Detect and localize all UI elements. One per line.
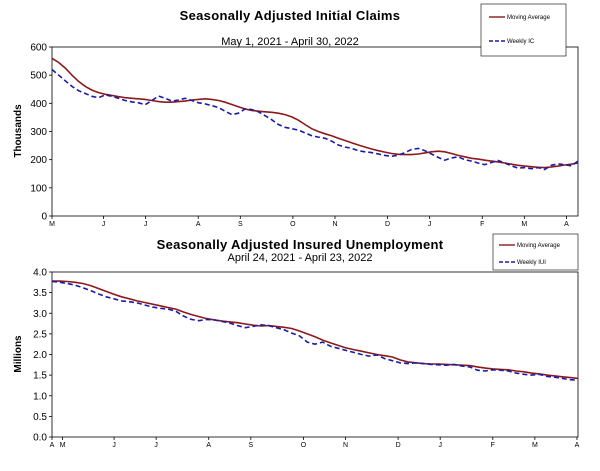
chart2-x-tick-label: O <box>301 442 307 449</box>
chart2-x-tick-label: D <box>396 442 401 449</box>
chart1-x-tick-label: S <box>238 221 243 228</box>
chart1-series-line-moving-average <box>51 57 579 169</box>
chart2-x-tick-label: F <box>491 442 495 449</box>
chart2-subtitle: April 24, 2021 - April 23, 2022 <box>227 252 373 264</box>
chart1-x-tick-label: J <box>144 221 148 228</box>
chart2-y-tick-label: 2.5 <box>33 329 47 340</box>
chart1-y-tick-label: 500 <box>30 71 47 82</box>
chart2-y-tick-label: 1.5 <box>33 371 47 382</box>
chart1-subtitle: May 1, 2021 - April 30, 2022 <box>221 36 359 48</box>
chart1-y-tick-label: 200 <box>30 155 47 166</box>
chart2-legend: Moving Average Weekly IUI <box>492 233 579 271</box>
chart1-y-tick-label: 100 <box>30 183 47 194</box>
chart2-legend-label-weekly: Weekly IUI <box>517 260 546 266</box>
chart2-x-tick-label: J <box>154 442 158 449</box>
chart2-x-tick-label: N <box>343 442 348 449</box>
chart2-y-ticks: 0.0 0.5 1.0 1.5 2.0 2.5 3.0 3.5 4.0 <box>33 268 52 444</box>
chart2-y-tick-label: 3.5 <box>33 288 47 299</box>
chart1-plot-frame <box>51 46 579 217</box>
chart2-x-tick-label: A <box>50 442 55 449</box>
chart1-y-ticks: 0 100 200 300 400 500 600 <box>30 43 52 223</box>
chart2-y-tick-label: 0.0 <box>33 433 47 444</box>
chart1-x-tick-label: J <box>102 221 106 228</box>
chart1-y-tick-label: 400 <box>30 99 47 110</box>
chart2-x-tick-label: A <box>206 442 211 449</box>
chart2-y-tick-label: 3.0 <box>33 309 47 320</box>
chart2-y-axis-label: Millions <box>13 335 24 373</box>
chart1-x-tick-label: O <box>290 221 296 228</box>
chart1-x-tick-label: N <box>332 221 337 228</box>
chart2-x-tick-label: J <box>438 442 442 449</box>
chart1-y-tick-label: 300 <box>30 127 47 138</box>
chart2-legend-label-moving-average: Moving Average <box>517 243 561 249</box>
chart2-series-line-moving-average <box>52 280 579 380</box>
chart1-series-line-weekly <box>51 68 579 171</box>
chart1-legend-label-moving-average: Moving Average <box>507 15 551 21</box>
chart2-y-tick-label: 1.0 <box>33 391 47 402</box>
chart2-series <box>51 280 579 381</box>
chart2-x-tick-label: M <box>60 442 66 449</box>
chart2-title: Seasonally Adjusted Insured Unemployment <box>156 237 444 252</box>
chart1-x-tick-label: J <box>428 221 432 228</box>
chart1-y-axis-label: Thousands <box>13 104 24 158</box>
chart2-legend-box <box>492 233 579 271</box>
chart2-series-line-weekly <box>51 280 579 381</box>
chart1-x-tick-label: M <box>521 221 527 228</box>
chart1-y-tick-label: 600 <box>30 43 47 54</box>
chart2-plot-frame <box>51 271 579 438</box>
chart1-legend-box <box>480 3 567 57</box>
chart2-y-tick-label: 4.0 <box>33 268 47 279</box>
chart1-x-tick-label: M <box>49 221 55 228</box>
chart2-x-tick-label: A <box>575 442 580 449</box>
chart1-x-tick-label: F <box>480 221 484 228</box>
chart1-x-tick-label: A <box>196 221 201 228</box>
chart2-x-tick-label: M <box>532 442 538 449</box>
chart1-legend: Moving Average Weekly IC <box>480 3 567 57</box>
chart1-y-tick-label: 0 <box>41 212 47 223</box>
chart1-series <box>51 57 579 171</box>
chart2-x-tick-label: J <box>112 442 116 449</box>
chart2-y-tick-label: 2.0 <box>33 350 47 361</box>
chart1-legend-label-weekly: Weekly IC <box>507 39 535 45</box>
chart1-x-tick-label: D <box>385 221 390 228</box>
chart2-y-tick-label: 0.5 <box>33 412 47 423</box>
chart1-title: Seasonally Adjusted Initial Claims <box>179 8 401 23</box>
chart1-x-tick-label: A <box>564 221 569 228</box>
chart2-x-tick-label: S <box>248 442 253 449</box>
chart1: Thousands 0 100 200 300 400 500 600 M J J A S O N D J F… <box>13 3 579 228</box>
